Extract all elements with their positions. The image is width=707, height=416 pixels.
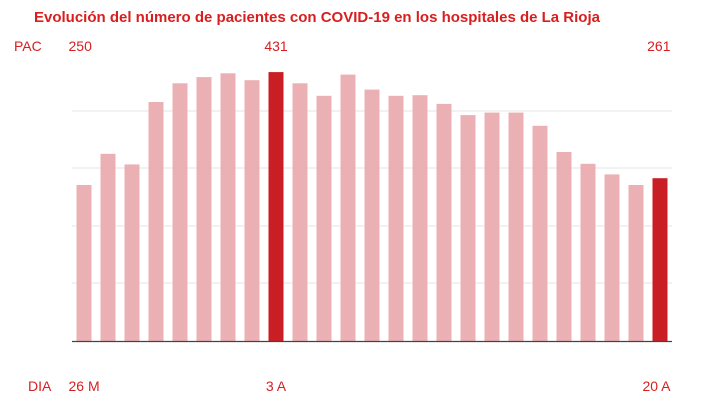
bar (292, 83, 308, 342)
bar (172, 83, 188, 342)
bar (604, 174, 620, 341)
x-tick-label: 3 A (266, 378, 287, 394)
bar (316, 95, 332, 341)
bar (436, 103, 452, 342)
bar (148, 102, 164, 341)
x-tick-label: 20 A (642, 378, 671, 394)
bar (508, 112, 524, 341)
bar-value-label: 431 (264, 38, 288, 54)
bar (628, 185, 644, 341)
bar (244, 80, 260, 341)
bar (388, 95, 404, 341)
x-tick-label: 26 M (69, 378, 100, 394)
bar (460, 115, 476, 341)
bar (220, 73, 236, 342)
bar (100, 153, 116, 341)
bar (556, 152, 572, 341)
bar-highlight (652, 178, 668, 341)
bar (364, 89, 380, 341)
bar (412, 95, 428, 341)
bar-highlight (268, 72, 284, 341)
bar (580, 163, 596, 341)
chart-title: Evolución del número de pacientes con CO… (34, 9, 600, 26)
y-axis-label: PAC (14, 38, 42, 54)
bar (340, 74, 356, 341)
bar (76, 185, 92, 341)
bar (484, 112, 500, 341)
bar-value-label: 250 (69, 38, 93, 54)
bar (124, 164, 140, 341)
x-axis-label: DIA (28, 378, 52, 394)
bar (196, 77, 212, 341)
bar-value-label: 261 (647, 38, 671, 54)
bar (532, 125, 548, 341)
